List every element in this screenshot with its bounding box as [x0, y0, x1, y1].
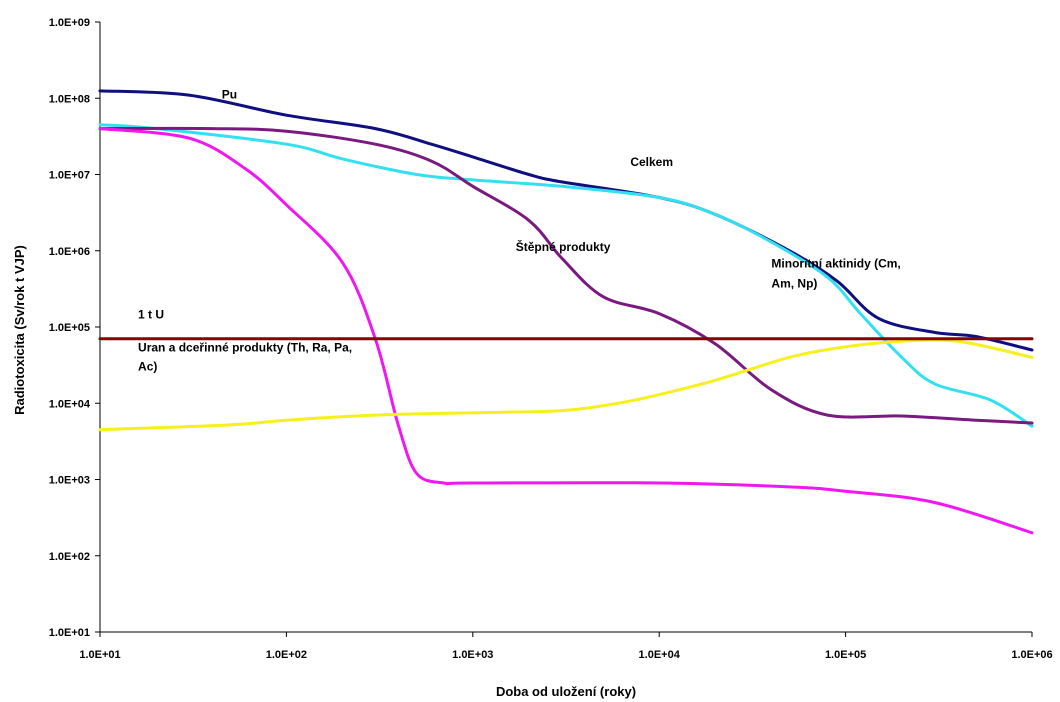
- annotation-label: 1 t U: [138, 307, 164, 321]
- series-line-4: [98, 338, 1034, 432]
- x-tick-label: 1.0E+01: [79, 649, 120, 661]
- x-tick-label: 1.0E+03: [452, 649, 493, 661]
- annotation-label: Ac): [138, 359, 157, 373]
- annotation-label: Štěpné produkty: [516, 239, 611, 254]
- y-tick-label: 1.0E+06: [49, 246, 90, 258]
- x-tick-label: 1.0E+04: [639, 649, 681, 661]
- plot-area: [99, 22, 1032, 633]
- y-tick-label: 1.0E+04: [49, 398, 91, 410]
- y-tick-label: 1.0E+08: [49, 93, 90, 105]
- x-axis: 1.0E+01 1.0E+02 1.0E+03 1.0E+04 1.0E+05 1.0E+…: [79, 632, 1053, 661]
- y-tick-label: 1.0E+01: [49, 627, 90, 639]
- y-tick-label: 1.0E+02: [49, 551, 90, 563]
- series-line-3: [98, 127, 1034, 535]
- y-tick-label: 1.0E+09: [49, 17, 90, 29]
- annotation-label: Celkem: [630, 155, 673, 169]
- x-tick-label: 1.0E+02: [266, 649, 307, 661]
- annotation-label: Minoritní aktinidy (Cm,: [771, 257, 900, 271]
- x-axis-title: Doba od uložení (roky): [496, 684, 636, 699]
- series-line-0: [98, 89, 1034, 352]
- y-tick-label: 1.0E+03: [49, 475, 90, 487]
- series-line-1: [98, 123, 1034, 428]
- annotation-label: Pu: [222, 87, 237, 101]
- y-axis: 1.0E+01 1.0E+02 1.0E+03 1.0E+04 1.0E+05 1.0E+…: [49, 17, 100, 639]
- series-group: [98, 89, 1034, 535]
- series-line-2: [98, 126, 1034, 425]
- y-tick-label: 1.0E+07: [49, 170, 90, 182]
- y-axis-title: Radiotoxicita (Sv/rok t VJP): [12, 245, 27, 415]
- annotation-label: Am, Np): [771, 276, 817, 290]
- annotation-label: Uran a dceřinné produkty (Th, Ra, Pa,: [138, 340, 352, 354]
- x-tick-label: 1.0E+05: [825, 649, 866, 661]
- x-tick-label: 1.0E+06: [1011, 649, 1052, 661]
- annotations: Pu Celkem Štěpné produkty Minoritní aktinid…: [138, 87, 901, 373]
- y-tick-label: 1.0E+05: [49, 322, 90, 334]
